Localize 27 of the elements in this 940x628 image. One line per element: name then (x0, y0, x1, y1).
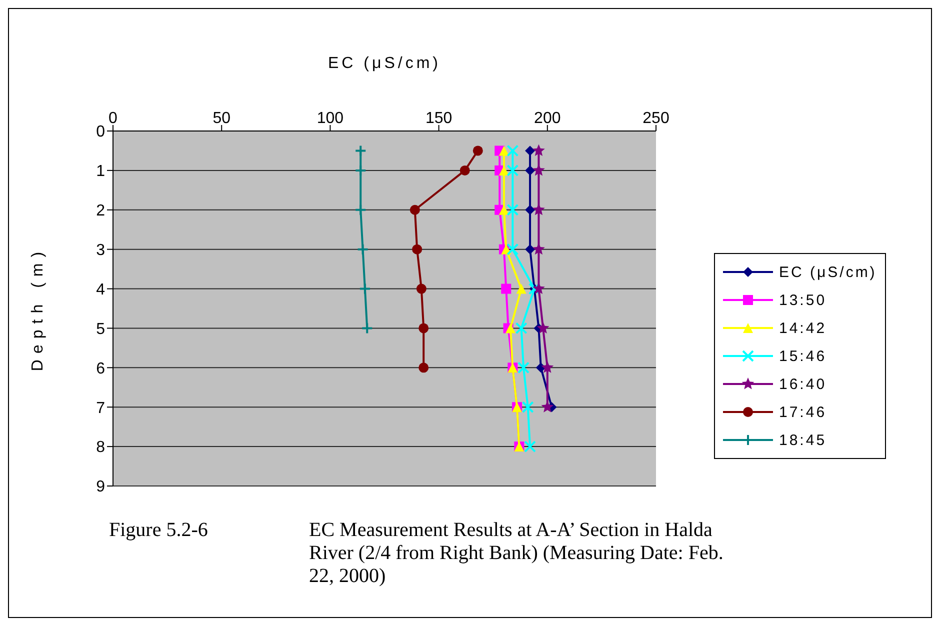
y-tick-label: 5 (96, 320, 106, 338)
y-tick-label: 1 (96, 163, 106, 180)
y-tick-label: 4 (96, 281, 106, 298)
legend-label: 14:42 (779, 320, 827, 336)
text: EC Measurement Results at A-A’ Section in Halda River (2/4 from Right Bank) (Measuring Date: Feb. 22, 2000) (309, 519, 724, 588)
y-tick-label: 0 (96, 124, 106, 141)
y-tick-label: 6 (96, 360, 106, 378)
y-axis-title: Depth (m) (30, 246, 47, 372)
legend-label: EC (μS/cm) (779, 264, 877, 280)
legend-label: 18:45 (779, 432, 827, 448)
y-tick-label: 7 (96, 400, 106, 417)
x-tick-label: 50 (212, 110, 231, 127)
legend-label: 13:50 (779, 292, 827, 308)
legend-label: 17:46 (779, 404, 827, 420)
x-axis-title: EC (μS/cm) (327, 55, 442, 73)
y-tick-label: 2 (96, 202, 106, 220)
x-tick-label: 200 (534, 110, 561, 127)
y-tick-label: 3 (96, 242, 106, 260)
y-tick-label: 8 (96, 439, 106, 456)
x-tick-label: 250 (642, 110, 670, 127)
legend-label: 16:40 (779, 376, 827, 392)
x-tick-label: 0 (108, 110, 118, 127)
caption: Figure 5.2-6 (109, 519, 209, 543)
y-tick-label: 9 (96, 478, 106, 496)
x-tick-label: 150 (425, 110, 452, 127)
x-tick-label: 100 (316, 110, 344, 127)
legend-label: 15:46 (779, 348, 827, 364)
